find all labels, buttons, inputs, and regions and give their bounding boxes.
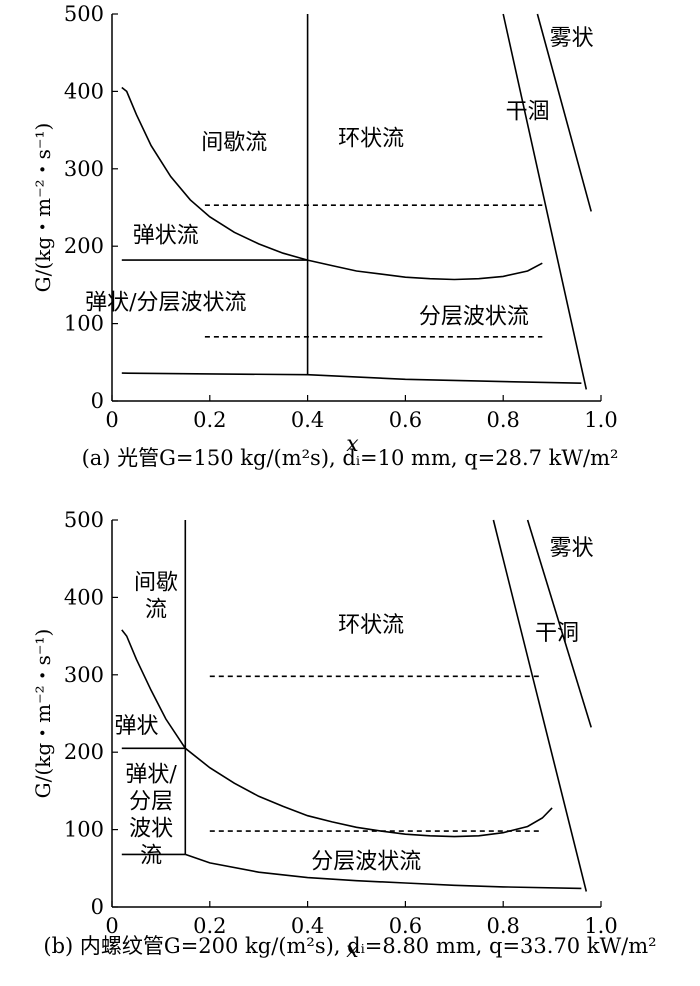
region-label: 间歇 xyxy=(134,571,178,596)
x-tick-label: 0.2 xyxy=(193,914,226,938)
region-label: 干涸 xyxy=(506,99,550,124)
region-label: 弹状流 xyxy=(133,223,199,248)
x-tick-label: 0.6 xyxy=(389,408,422,432)
x-tick-label: 0 xyxy=(105,914,118,938)
x-tick-label: 0.4 xyxy=(291,408,324,432)
chart-panel-0: 0 0.2 0.4 0.6 0.8 1.0 0 100 200 300 400 500 x G/(kg・m… xyxy=(31,2,618,457)
y-tick-label: 200 xyxy=(64,234,104,258)
boundary-line-5 xyxy=(492,519,588,892)
region-label: 干洞 xyxy=(535,621,579,646)
y-tick-label: 400 xyxy=(64,79,104,103)
chart-panel-1: 0 0.2 0.4 0.6 0.8 1.0 0 100 200 300 400 500 x G/(kg・m… xyxy=(31,508,618,963)
x-tick-label: 0.2 xyxy=(193,408,226,432)
region-label: 雾状 xyxy=(550,536,594,561)
x-axis-label: x xyxy=(346,432,359,457)
y-axis-label: G/(kg・m⁻²・s⁻¹) xyxy=(31,123,55,293)
x-tick-label: 0.6 xyxy=(389,914,422,938)
y-tick-label: 100 xyxy=(64,312,104,336)
y-tick-label: 300 xyxy=(64,663,104,687)
region-label: 雾状 xyxy=(550,26,594,51)
y-tick-label: 500 xyxy=(64,2,104,26)
x-tick-label: 0 xyxy=(105,408,118,432)
y-tick-label: 200 xyxy=(64,740,104,764)
x-tick-label: 1.0 xyxy=(584,408,617,432)
region-label: 波状 xyxy=(129,817,173,842)
y-tick-label: 300 xyxy=(64,157,104,181)
caption-a: (a) 光管G=150 kg/(m²s), dᵢ=10 mm, q=28.7 k… xyxy=(81,446,619,470)
y-tick-label: 500 xyxy=(64,508,104,532)
boundary-line-0 xyxy=(121,86,543,281)
x-tick-label: 0.4 xyxy=(291,914,324,938)
region-label: 弹状 xyxy=(114,714,158,739)
region-label: 弹状/ xyxy=(125,763,177,788)
y-tick-label: 0 xyxy=(91,389,104,413)
y-tick-label: 100 xyxy=(64,818,104,842)
boundary-line-6 xyxy=(526,519,592,728)
region-label: 环状流 xyxy=(338,613,404,638)
y-tick-label: 400 xyxy=(64,585,104,609)
boundary-line-5 xyxy=(536,13,592,212)
region-label: 分层波状流 xyxy=(419,305,529,330)
region-label: 分层 xyxy=(129,790,173,815)
region-label: 流 xyxy=(140,844,162,869)
boundary-line-4 xyxy=(502,13,588,390)
region-label: 分层波状流 xyxy=(311,849,421,874)
region-label: 弹状/分层波状流 xyxy=(85,291,246,316)
x-tick-label: 1.0 xyxy=(584,914,617,938)
x-axis-label: x xyxy=(346,938,359,963)
region-label: 间歇流 xyxy=(201,130,267,155)
boundary-line-1 xyxy=(185,853,582,890)
boundary-line-1 xyxy=(121,372,582,384)
region-label: 环状流 xyxy=(338,127,404,152)
region-label: 流 xyxy=(145,598,167,623)
caption-b: (b) 内螺纹管G=200 kg/(m²s), dᵢ=8.80 mm, q=33… xyxy=(43,934,657,958)
y-axis-label: G/(kg・m⁻²・s⁻¹) xyxy=(31,629,55,799)
x-tick-label: 0.8 xyxy=(486,408,519,432)
y-tick-label: 0 xyxy=(91,895,104,919)
x-tick-label: 0.8 xyxy=(486,914,519,938)
boundary-line-0 xyxy=(121,629,553,838)
